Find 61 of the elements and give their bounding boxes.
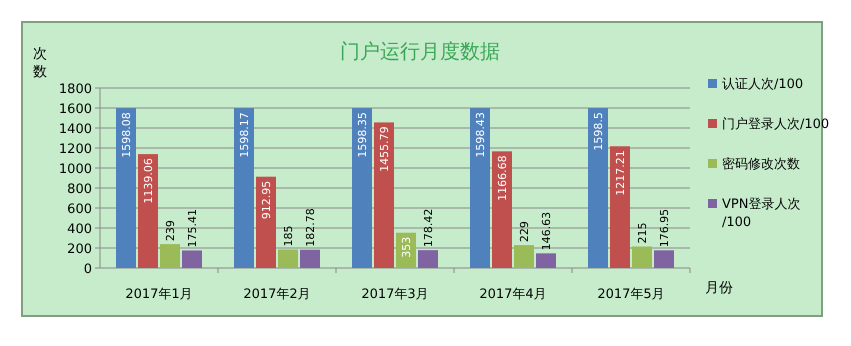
data-label: 1455.79 <box>378 126 391 172</box>
bar <box>138 154 158 268</box>
data-label: 239 <box>164 220 177 242</box>
x-tick-label: 2017年5月 <box>597 287 665 302</box>
y-tick-label: 1200 <box>58 142 92 157</box>
bar <box>352 108 372 268</box>
y-tick-label: 200 <box>67 242 92 257</box>
data-label: 182.78 <box>304 208 317 247</box>
bar <box>418 250 438 268</box>
bar <box>116 108 136 268</box>
legend-label: 门户登录人次/100 <box>722 116 830 132</box>
bar <box>536 253 556 268</box>
bar <box>278 250 298 268</box>
data-label: 1598.35 <box>356 112 369 158</box>
bar <box>492 151 512 268</box>
data-label: 178.42 <box>422 208 435 248</box>
data-label: 1598.17 <box>238 112 251 158</box>
y-tick-label: 0 <box>84 262 92 277</box>
y-tick-label: 1400 <box>58 122 92 137</box>
x-tick-label: 2017年3月 <box>361 287 429 302</box>
x-axis-title: 月份 <box>705 280 733 296</box>
bar <box>256 176 276 268</box>
bar <box>234 108 254 268</box>
data-label: 176.95 <box>658 208 671 248</box>
bar <box>374 122 394 268</box>
x-tick-label: 2017年2月 <box>243 287 311 302</box>
bar <box>514 245 534 268</box>
bar <box>182 250 202 268</box>
y-tick-label: 600 <box>67 202 92 217</box>
data-label: 229 <box>518 221 531 242</box>
bar <box>300 250 320 268</box>
legend-label: 认证人次/100 <box>722 77 804 92</box>
data-label: 1598.43 <box>474 112 487 158</box>
bar <box>654 250 674 268</box>
x-tick-label: 2017年4月 <box>479 287 547 302</box>
bar <box>610 146 630 268</box>
data-label: 1217.21 <box>614 150 627 196</box>
y-tick-label: 1800 <box>58 82 92 97</box>
data-label: 185 <box>282 226 295 246</box>
y-tick-label: 1600 <box>58 102 92 117</box>
data-label: 215 <box>636 222 649 244</box>
data-label: 1139.06 <box>142 158 155 204</box>
data-label: 175.41 <box>186 208 199 248</box>
chart-title: 门户运行月度数据 <box>340 39 500 63</box>
data-label: 146.63 <box>540 212 553 250</box>
bar <box>470 108 490 268</box>
y-tick-label: 400 <box>67 222 92 237</box>
data-label: 1166.68 <box>496 155 509 201</box>
y-tick-label: 1000 <box>58 162 92 177</box>
x-tick-label: 2017年1月 <box>125 287 193 302</box>
data-label: 1598.5 <box>592 112 605 151</box>
bar <box>160 244 180 268</box>
bar <box>588 108 608 268</box>
y-tick-label: 800 <box>67 182 92 197</box>
data-label: 1598.08 <box>120 112 133 158</box>
y-axis-title: 次数 <box>33 46 47 80</box>
bar <box>632 246 652 268</box>
data-label: 912.95 <box>260 180 273 220</box>
legend-label: 密码修改次数 <box>722 157 800 172</box>
legend-label: VPN登录人次/100 <box>722 197 800 230</box>
data-label: 353 <box>400 236 413 258</box>
